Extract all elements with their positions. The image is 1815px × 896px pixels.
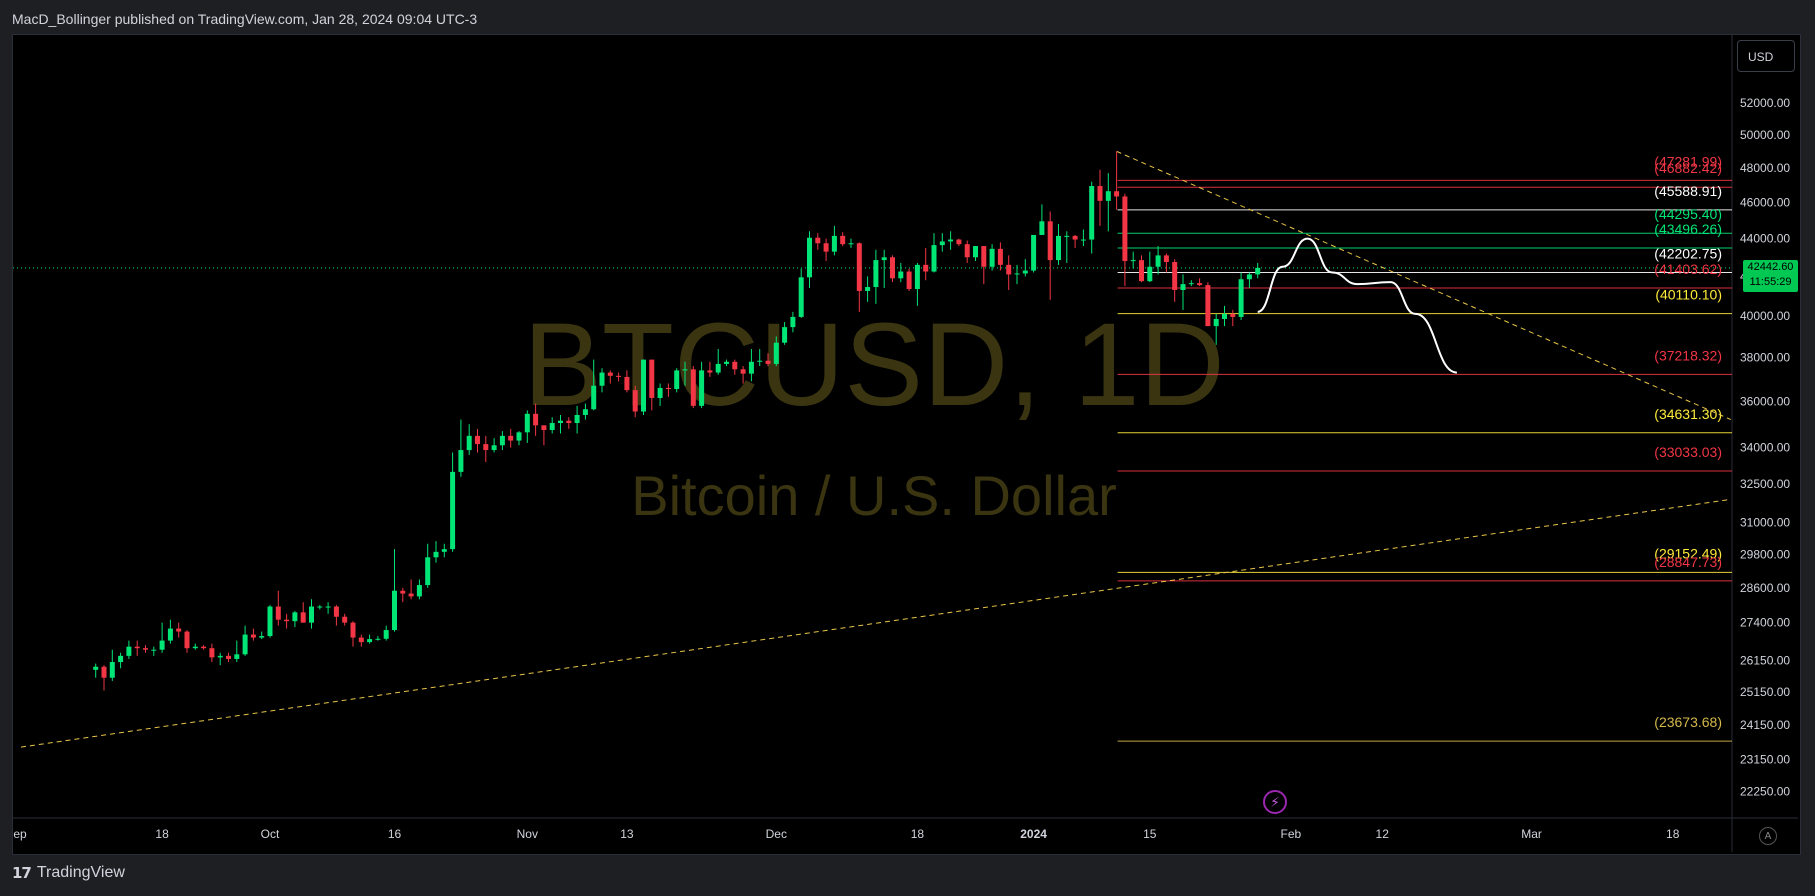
bar-countdown: 11:55:29 bbox=[1749, 276, 1792, 288]
currency-selector[interactable]: USD bbox=[1737, 40, 1795, 72]
publish-info: MacD_Bollinger published on TradingView.… bbox=[12, 11, 478, 27]
last-price-tag: 42442.60 11:55:29 bbox=[1743, 260, 1798, 292]
lightning-icon[interactable]: ⚡ bbox=[1263, 790, 1287, 814]
last-price-value: 42442.60 bbox=[1747, 261, 1794, 273]
auto-scale-button[interactable]: A bbox=[1759, 827, 1777, 845]
tradingview-logo-icon: 𝟭𝟳 bbox=[12, 865, 32, 882]
footer-brand: 𝟭𝟳 TradingView bbox=[12, 864, 125, 882]
brand-name: TradingView bbox=[36, 864, 125, 881]
chart-panel[interactable] bbox=[12, 34, 1801, 855]
